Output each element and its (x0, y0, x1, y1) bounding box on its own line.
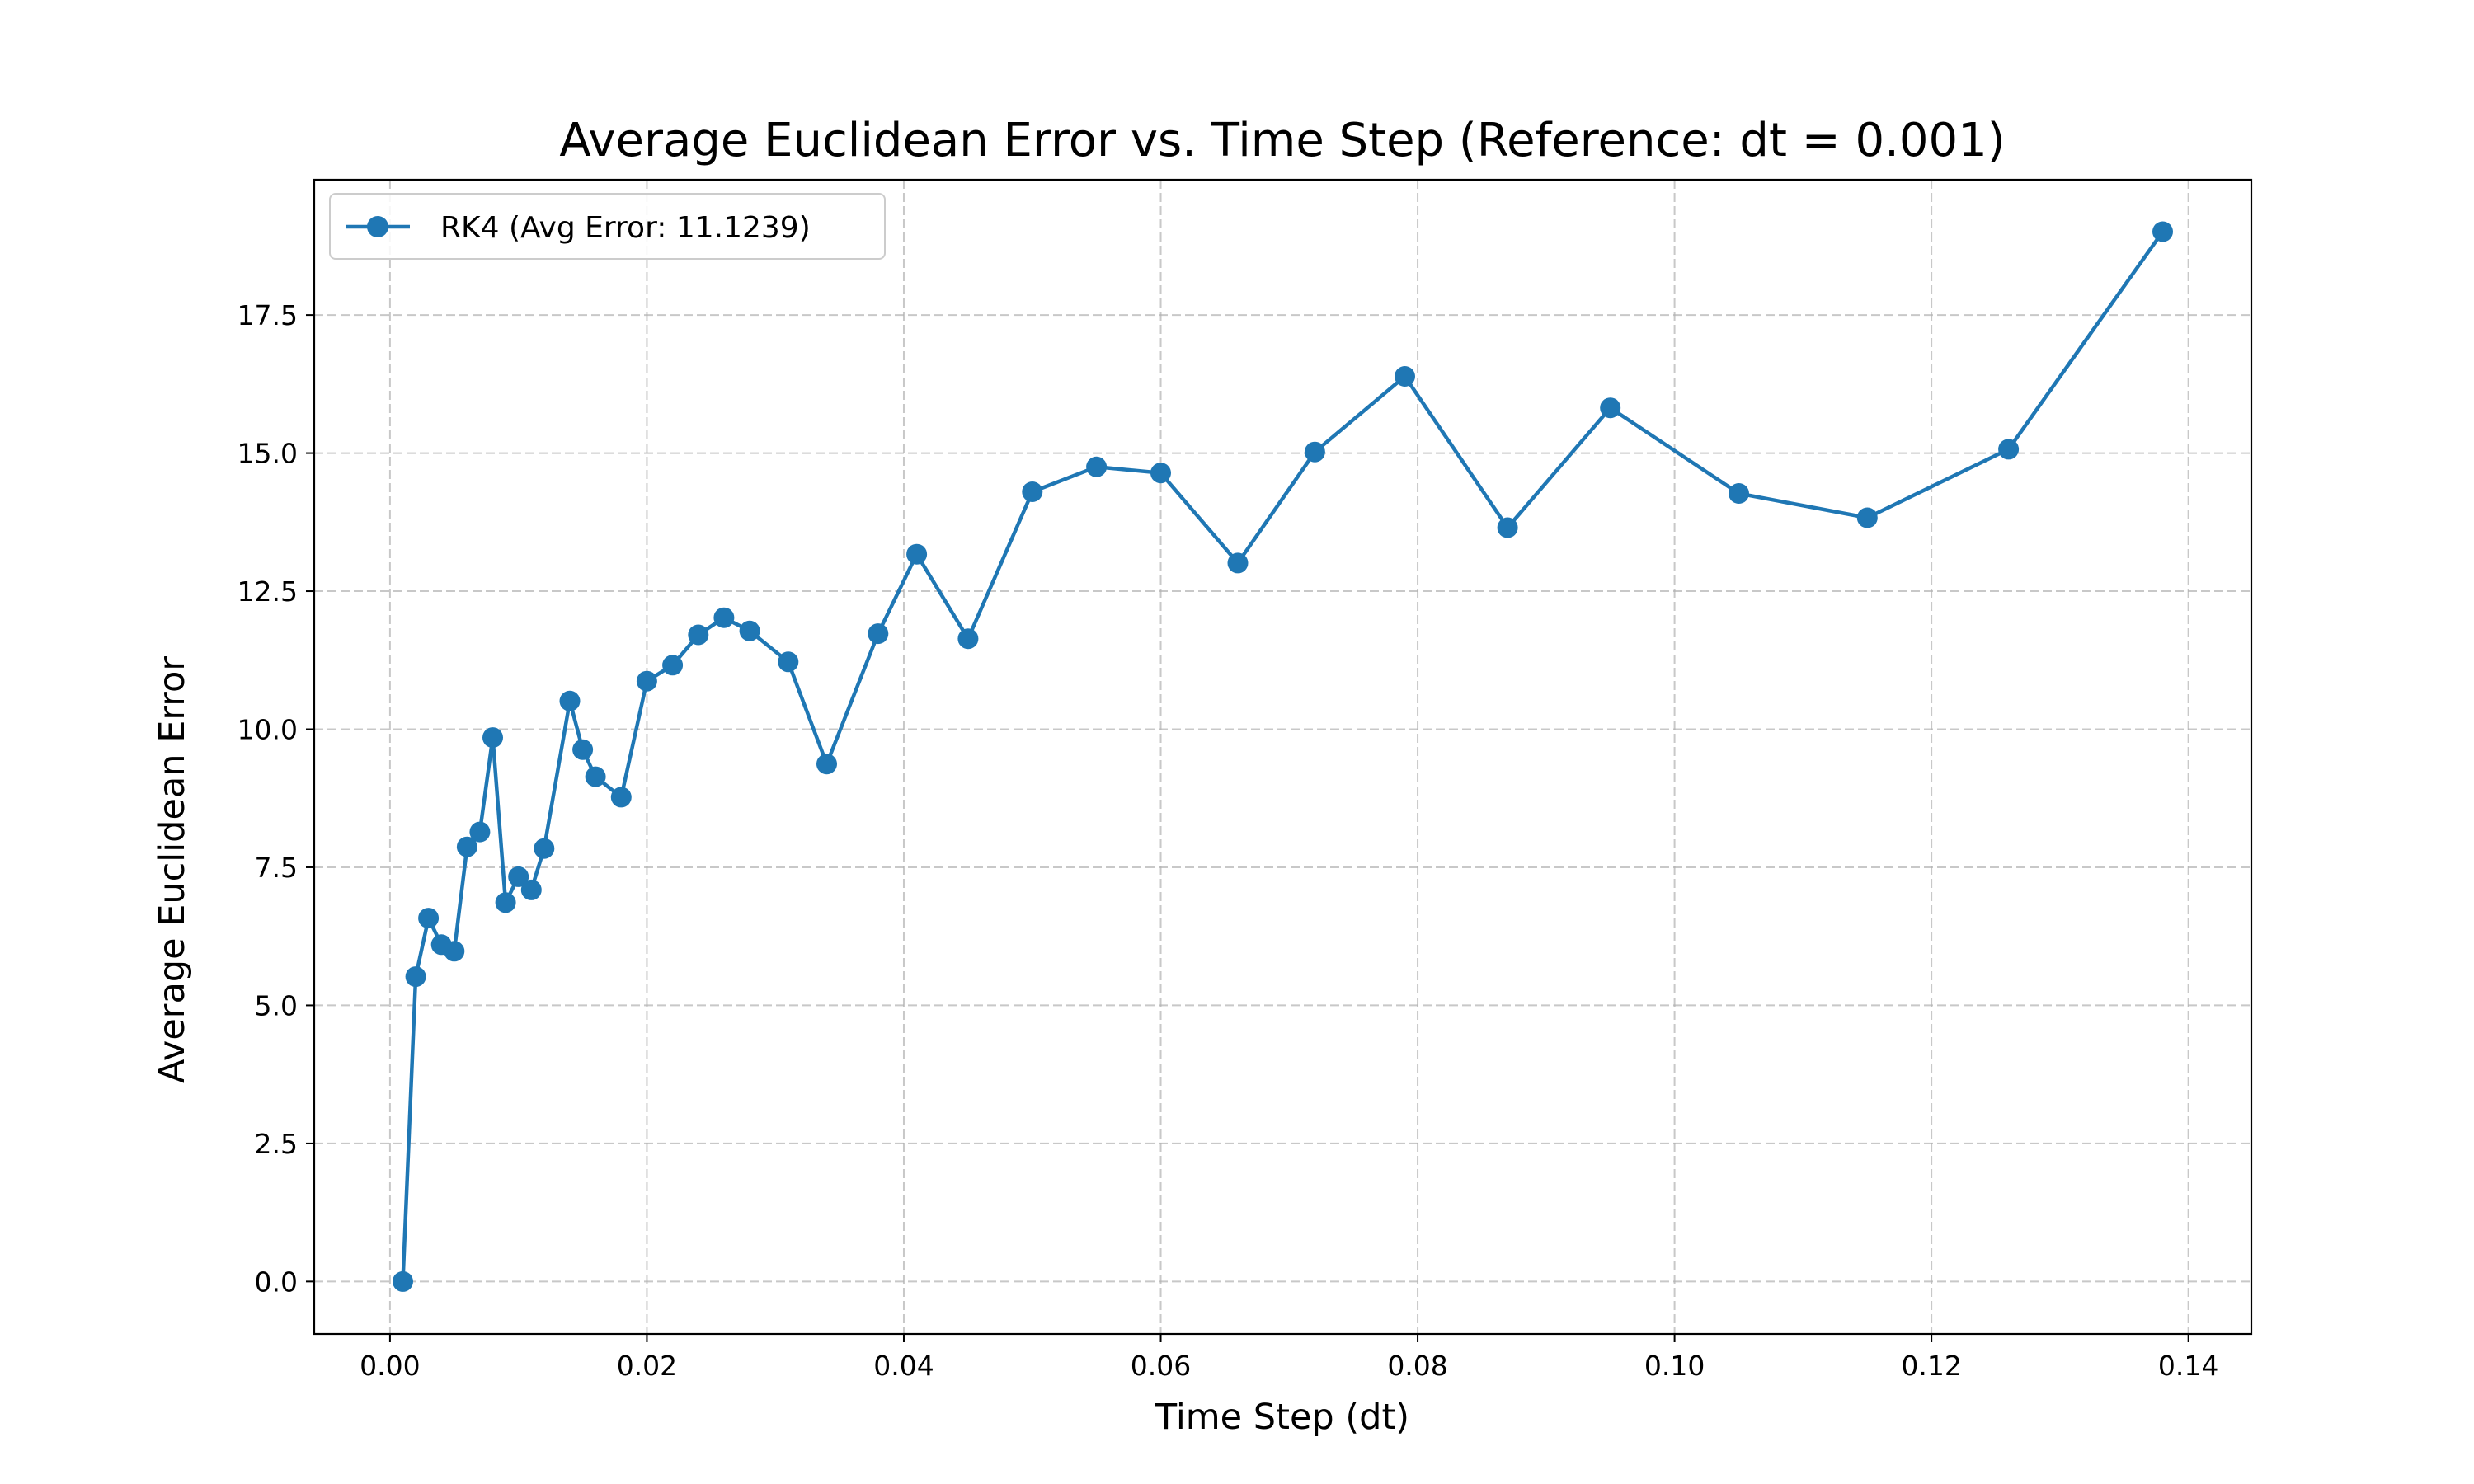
x-tick-label: 0.00 (360, 1350, 420, 1382)
data-point (418, 908, 440, 929)
data-point (456, 836, 477, 857)
data-point (868, 623, 889, 645)
x-axis-ticks: 0.00 0.02 0.04 0.06 0.08 0.10 0.12 0.14 (360, 1334, 2218, 1382)
data-point (1304, 441, 1325, 463)
data-point (508, 866, 529, 887)
x-tick-label: 0.10 (1644, 1350, 1705, 1382)
data-point (444, 941, 465, 962)
data-point (1856, 507, 1878, 528)
data-point (1022, 481, 1043, 502)
data-point (405, 966, 426, 988)
x-axis-label: Time Step (dt) (1155, 1397, 1409, 1438)
y-tick-label: 10.0 (238, 714, 298, 746)
x-tick-label: 0.04 (873, 1350, 934, 1382)
data-point (469, 821, 491, 843)
data-point (1150, 463, 1171, 484)
data-point (1227, 552, 1249, 574)
x-tick-label: 0.08 (1387, 1350, 1447, 1382)
y-axis-ticks: 0.0 2.5 5.0 7.5 10.0 12.5 15.0 17.5 (238, 299, 314, 1298)
data-point (688, 624, 709, 646)
series-line (401, 230, 2165, 1282)
data-point (1998, 439, 2020, 460)
y-tick-label: 17.5 (238, 299, 298, 331)
legend: RK4 (Avg Error: 11.1239) (329, 193, 886, 260)
y-tick-label: 7.5 (255, 852, 298, 884)
series-layer (393, 221, 2173, 1292)
y-tick-label: 0.0 (255, 1266, 298, 1298)
data-point (1729, 483, 1749, 504)
data-point (610, 787, 632, 808)
legend-label: RK4 (Avg Error: 11.1239) (440, 211, 811, 245)
data-point (495, 892, 516, 913)
data-point (816, 754, 837, 775)
data-point (1395, 366, 1415, 387)
data-point (520, 879, 542, 900)
data-point (482, 727, 503, 749)
grid (314, 180, 2251, 1334)
data-point (778, 651, 799, 673)
x-tick-label: 0.14 (2158, 1350, 2218, 1382)
data-point (572, 739, 594, 760)
y-tick-label: 2.5 (255, 1128, 298, 1160)
x-tick-label: 0.02 (617, 1350, 677, 1382)
y-tick-label: 12.5 (238, 575, 298, 608)
data-point (906, 543, 928, 565)
y-tick-label: 5.0 (255, 989, 298, 1021)
data-point (739, 620, 760, 641)
chart-title: Average Euclidean Error vs. Time Step (R… (559, 114, 2005, 167)
data-point (1600, 397, 1621, 419)
x-tick-label: 0.12 (1901, 1350, 1961, 1382)
data-point (2152, 221, 2173, 242)
x-tick-label: 0.06 (1131, 1350, 1191, 1382)
legend-box (329, 193, 886, 260)
plot-frame (313, 178, 2253, 1336)
data-point (1497, 517, 1518, 538)
legend-marker (367, 216, 388, 237)
y-tick-label: 15.0 (238, 438, 298, 470)
data-point (636, 670, 657, 692)
data-point (713, 607, 735, 628)
data-point (585, 766, 606, 787)
data-point (393, 1270, 413, 1292)
data-point (662, 655, 684, 676)
data-point (957, 628, 979, 650)
data-point (1086, 456, 1108, 477)
data-point (559, 690, 581, 711)
data-point (534, 838, 555, 859)
y-axis-label: Average Euclidean Error (152, 656, 193, 1083)
